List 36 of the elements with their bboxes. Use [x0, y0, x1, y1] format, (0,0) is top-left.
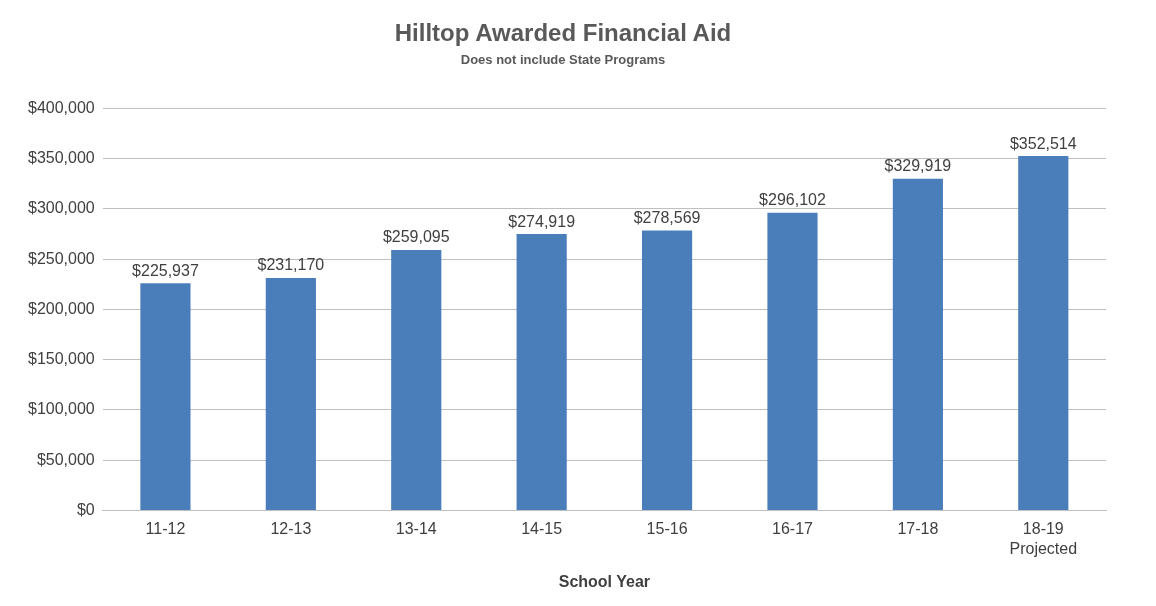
bar — [140, 283, 191, 510]
x-tick-label: 18-19 Projected — [1009, 520, 1078, 557]
data-label: $225,937 — [132, 261, 199, 279]
chart-title: Hilltop Awarded Financial Aid — [394, 19, 732, 47]
x-tick-label: 12-13 — [270, 520, 312, 538]
data-label: $296,102 — [759, 191, 826, 209]
x-tick-label: 11-12 — [145, 520, 186, 538]
y-tick-label: $50,000 — [36, 450, 95, 468]
chart-subtitle: Does not include State Programs — [460, 52, 666, 68]
data-label: $352,514 — [1009, 134, 1077, 152]
bar — [767, 212, 818, 510]
x-tick-label: 15-16 — [646, 520, 688, 538]
x-tick-label: 14-15 — [521, 520, 563, 538]
y-tick-label: $100,000 — [28, 400, 95, 418]
data-label: $259,095 — [382, 228, 450, 246]
data-label: $278,569 — [633, 208, 701, 226]
bar — [391, 250, 442, 510]
y-tick-label: $350,000 — [28, 149, 95, 167]
bar — [641, 230, 693, 510]
data-label: $231,170 — [257, 256, 325, 274]
x-axis-title: School Year — [558, 572, 651, 590]
y-tick-label: $0 — [76, 500, 95, 518]
x-tick-label: 17-18 — [897, 520, 939, 538]
y-tick-label: $200,000 — [28, 299, 95, 317]
y-tick-label: $150,000 — [28, 350, 95, 368]
bar — [1018, 156, 1069, 510]
bar — [265, 278, 316, 510]
y-tick-label: $250,000 — [28, 249, 95, 267]
data-label: $274,919 — [508, 212, 576, 230]
x-tick-label: 13-14 — [395, 520, 437, 538]
bar — [892, 178, 943, 510]
y-tick-label: $300,000 — [28, 199, 95, 217]
data-label: $329,919 — [884, 157, 952, 175]
x-tick-label: 16-17 — [772, 520, 814, 538]
y-tick-label: $400,000 — [28, 98, 95, 116]
bar — [516, 234, 567, 510]
